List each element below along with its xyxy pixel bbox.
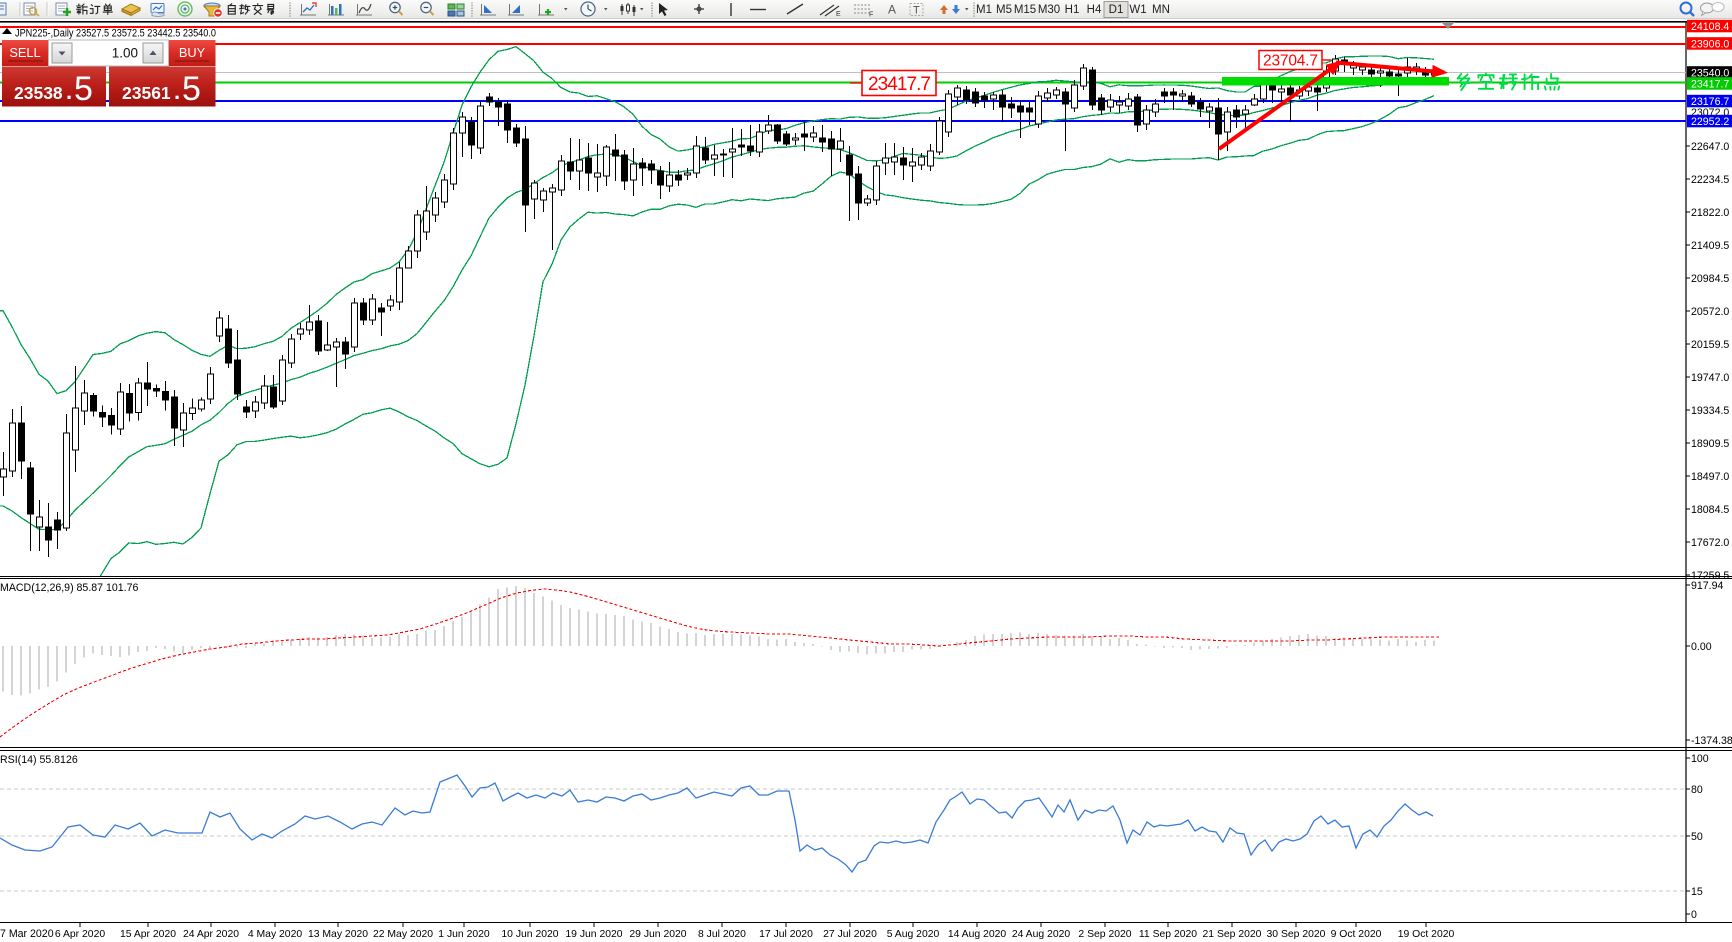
svg-text:23417.7: 23417.7 (868, 74, 931, 95)
svg-text:20984.5: 20984.5 (1691, 273, 1729, 285)
svg-text:.: . (66, 79, 72, 104)
svg-text:11 Sep 2020: 11 Sep 2020 (1139, 929, 1197, 940)
svg-text:23417.7: 23417.7 (1691, 79, 1729, 91)
svg-text:917.94: 917.94 (1691, 580, 1724, 592)
svg-text:18084.5: 18084.5 (1691, 504, 1729, 516)
svg-text:H1: H1 (1065, 4, 1080, 16)
svg-text:23176.7: 23176.7 (1691, 96, 1729, 108)
svg-text:.: . (174, 79, 180, 104)
svg-text:30 Sep 2020: 30 Sep 2020 (1267, 929, 1326, 940)
svg-text:22 May 2020: 22 May 2020 (373, 929, 433, 940)
svg-text:24 Apr 2020: 24 Apr 2020 (183, 929, 239, 940)
svg-text:T: T (913, 5, 920, 17)
svg-text:19 Jun 2020: 19 Jun 2020 (565, 929, 622, 940)
svg-text:29 Jun 2020: 29 Jun 2020 (629, 929, 686, 940)
svg-text:9 Oct 2020: 9 Oct 2020 (1331, 929, 1382, 940)
svg-text:17 Jul 2020: 17 Jul 2020 (759, 929, 813, 940)
svg-text:24108.4: 24108.4 (1691, 21, 1729, 33)
svg-text:5: 5 (182, 70, 201, 108)
svg-text:MN: MN (1152, 4, 1170, 16)
svg-text:F: F (869, 12, 873, 19)
svg-text:4 May 2020: 4 May 2020 (248, 929, 303, 940)
svg-text:23540.0: 23540.0 (1691, 68, 1729, 80)
svg-text:2 Sep 2020: 2 Sep 2020 (1078, 929, 1131, 940)
svg-text:M15: M15 (1014, 4, 1036, 16)
svg-text:23561: 23561 (122, 83, 171, 103)
svg-text:17259.5: 17259.5 (1691, 570, 1729, 582)
svg-text:A: A (888, 3, 896, 17)
svg-text:1 Jun 2020: 1 Jun 2020 (438, 929, 490, 940)
svg-text:JPN225-,Daily 23527.5 23572.5: JPN225-,Daily 23527.5 23572.5 23442.5 23… (15, 28, 216, 40)
svg-text:20572.0: 20572.0 (1691, 306, 1729, 318)
svg-text:W1: W1 (1129, 4, 1146, 16)
svg-text:8 Jul 2020: 8 Jul 2020 (698, 929, 746, 940)
svg-text:20159.5: 20159.5 (1691, 339, 1729, 351)
svg-text:1.00: 1.00 (112, 46, 138, 61)
svg-text:24 Aug 2020: 24 Aug 2020 (1012, 929, 1071, 940)
svg-text:15: 15 (1691, 886, 1703, 898)
svg-text:19747.0: 19747.0 (1691, 372, 1729, 384)
svg-text:15 Apr 2020: 15 Apr 2020 (120, 929, 176, 940)
svg-text:BUY: BUY (179, 45, 206, 60)
svg-text:5 Aug 2020: 5 Aug 2020 (887, 929, 940, 940)
svg-text:22647.0: 22647.0 (1691, 141, 1729, 153)
svg-text:22234.5: 22234.5 (1691, 174, 1729, 186)
svg-text:14 Aug 2020: 14 Aug 2020 (948, 929, 1007, 940)
svg-text:6 Apr 2020: 6 Apr 2020 (55, 929, 105, 940)
svg-text:21409.5: 21409.5 (1691, 240, 1729, 252)
svg-text:M1: M1 (976, 4, 992, 16)
svg-text:RSI(14) 55.8126: RSI(14) 55.8126 (0, 754, 78, 766)
svg-text:0.00: 0.00 (1691, 641, 1712, 653)
svg-text:H4: H4 (1087, 4, 1102, 16)
svg-text:17672.0: 17672.0 (1691, 537, 1729, 549)
svg-text:5: 5 (74, 70, 93, 108)
svg-text:22952.2: 22952.2 (1691, 116, 1729, 128)
svg-text:10 Jun 2020: 10 Jun 2020 (501, 929, 558, 940)
svg-text:E: E (836, 11, 841, 18)
svg-text:19 Oct 2020: 19 Oct 2020 (1398, 929, 1455, 940)
svg-text:21 Sep 2020: 21 Sep 2020 (1203, 929, 1262, 940)
svg-text:0: 0 (1691, 909, 1697, 921)
svg-text:80: 80 (1691, 784, 1703, 796)
svg-text:27 Jul 2020: 27 Jul 2020 (823, 929, 877, 940)
svg-text:50: 50 (1691, 831, 1703, 843)
svg-text:18909.5: 18909.5 (1691, 438, 1729, 450)
svg-text:23704.7: 23704.7 (1263, 53, 1318, 70)
svg-text:19334.5: 19334.5 (1691, 405, 1729, 417)
svg-text:18497.0: 18497.0 (1691, 471, 1729, 483)
svg-text:D1: D1 (1109, 4, 1124, 16)
svg-text:M30: M30 (1038, 4, 1060, 16)
svg-text:21822.0: 21822.0 (1691, 207, 1729, 219)
svg-text:13 May 2020: 13 May 2020 (308, 929, 368, 940)
svg-text:M5: M5 (996, 4, 1012, 16)
svg-text:SELL: SELL (9, 45, 40, 60)
svg-text:7 Mar 2020: 7 Mar 2020 (0, 928, 54, 940)
svg-text:100: 100 (1691, 753, 1709, 765)
svg-text:MACD(12,26,9) 85.87 101.76: MACD(12,26,9) 85.87 101.76 (0, 582, 138, 594)
svg-text:23906.0: 23906.0 (1691, 39, 1729, 51)
svg-text:-1374.38: -1374.38 (1691, 735, 1732, 747)
svg-text:23538: 23538 (14, 83, 63, 103)
